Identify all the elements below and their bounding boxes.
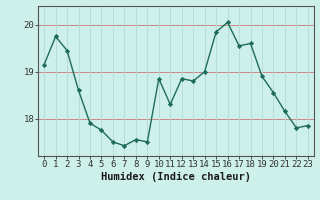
X-axis label: Humidex (Indice chaleur): Humidex (Indice chaleur): [101, 172, 251, 182]
